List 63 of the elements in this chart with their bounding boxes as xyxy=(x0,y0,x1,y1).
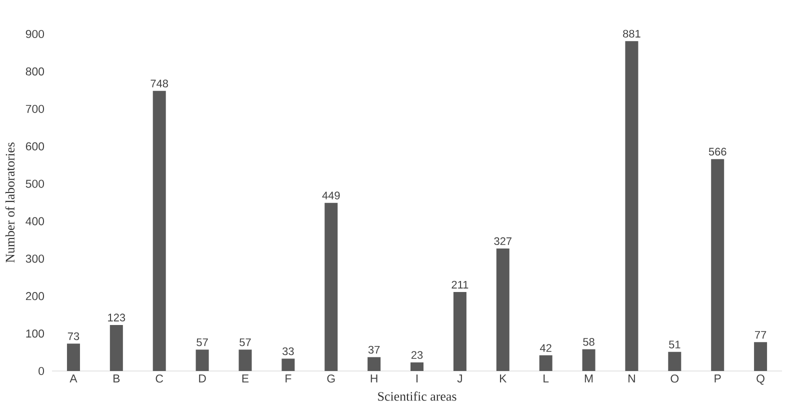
y-tick-label: 300 xyxy=(26,254,44,263)
bar xyxy=(110,324,123,371)
x-tick-label: M xyxy=(584,374,593,382)
y-tick-label: 400 xyxy=(26,217,44,226)
data-label: 57 xyxy=(196,338,208,346)
x-tick-label: G xyxy=(327,374,335,383)
x-tick-label: D xyxy=(199,374,206,382)
y-tick-label: 900 xyxy=(26,30,44,38)
data-label: 73 xyxy=(68,332,80,340)
y-tick-label: 600 xyxy=(26,142,44,150)
x-tick-label: P xyxy=(714,374,721,382)
x-tick-label: I xyxy=(416,374,418,382)
x-tick-label: F xyxy=(286,374,292,382)
data-label: 881 xyxy=(623,30,640,38)
bar xyxy=(453,292,466,371)
y-axis-title: Number of laboratories xyxy=(5,142,15,263)
bar xyxy=(410,362,424,371)
x-tick-label: E xyxy=(242,374,249,382)
bar xyxy=(754,342,768,371)
data-label: 58 xyxy=(583,338,594,346)
bar xyxy=(196,350,209,371)
data-label: 57 xyxy=(240,338,251,346)
data-label: 77 xyxy=(755,331,766,339)
data-label: 33 xyxy=(282,347,294,356)
data-label: 37 xyxy=(368,346,380,354)
y-tick-label: 700 xyxy=(26,104,44,113)
x-tick-label: H xyxy=(370,374,378,382)
bar xyxy=(368,357,381,371)
x-tick-label: L xyxy=(544,374,549,382)
y-tick-label: 200 xyxy=(26,292,44,300)
y-tick-label: 800 xyxy=(26,67,44,76)
bar xyxy=(238,350,252,371)
x-tick-label: B xyxy=(114,374,120,382)
data-label: 23 xyxy=(411,351,423,359)
bar xyxy=(582,349,596,371)
x-tick-label: N xyxy=(628,374,635,382)
data-label: 566 xyxy=(708,148,726,156)
x-tick-label: K xyxy=(500,374,507,382)
data-label: 51 xyxy=(668,340,680,348)
x-tick-label: J xyxy=(457,374,462,383)
y-tick-label: 100 xyxy=(26,330,44,338)
data-label: 748 xyxy=(150,80,168,88)
x-tick-label: C xyxy=(156,374,164,383)
data-label: 42 xyxy=(540,344,552,352)
bar xyxy=(282,358,295,371)
data-label: 449 xyxy=(322,192,340,200)
bar xyxy=(539,355,552,371)
bar xyxy=(324,202,338,371)
x-tick-label: Q xyxy=(756,374,764,385)
bar xyxy=(625,41,638,371)
bar xyxy=(66,344,80,371)
data-label: 123 xyxy=(108,314,126,322)
x-tick-label: A xyxy=(70,374,78,382)
bar xyxy=(496,248,510,371)
x-tick-label: O xyxy=(670,374,679,383)
bar xyxy=(152,90,166,371)
data-label: 211 xyxy=(452,280,468,288)
y-tick-label: 0 xyxy=(38,366,44,376)
bar xyxy=(711,159,724,371)
x-axis-title: Scientific areas xyxy=(378,392,456,401)
bar xyxy=(668,352,682,371)
data-label: 327 xyxy=(494,237,512,246)
y-tick-label: 500 xyxy=(26,180,44,188)
